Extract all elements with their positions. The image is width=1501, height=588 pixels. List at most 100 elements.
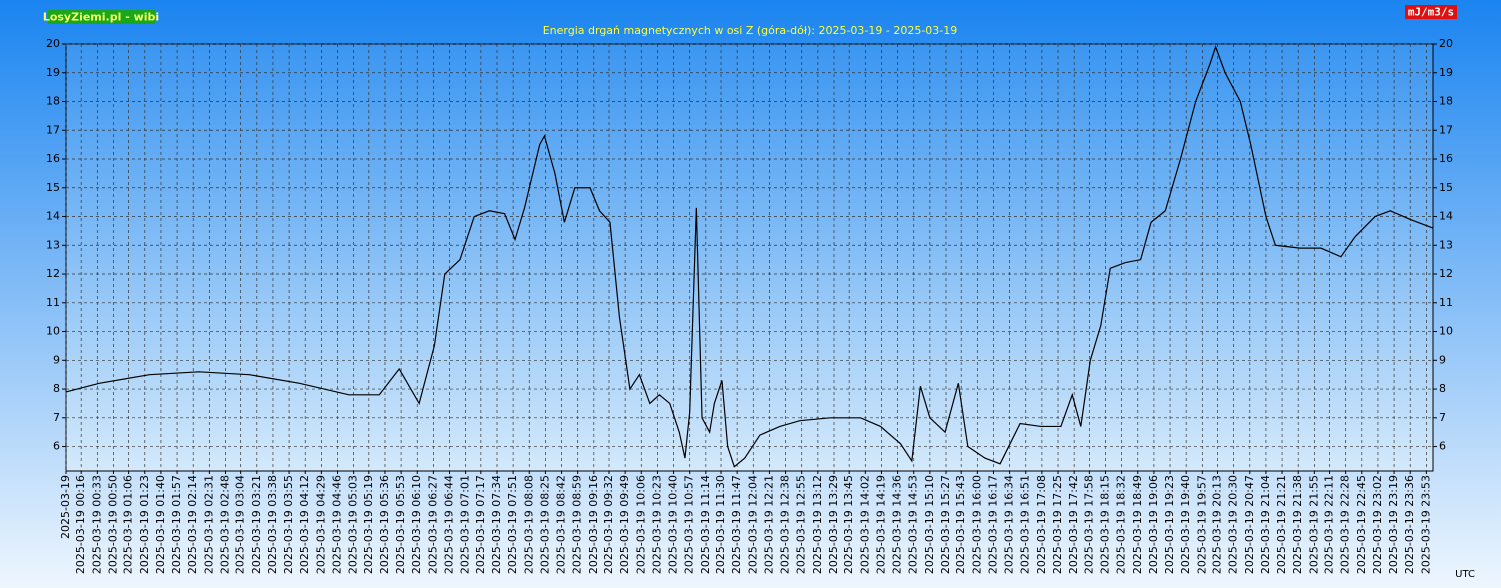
x-tick-label: 2025-03-19 01:23: [138, 475, 151, 574]
x-tick-label: 2025-03-19 07:01: [459, 475, 472, 574]
x-tick-label: 2025-03-19 11:47: [730, 475, 743, 574]
x-tick-label: 2025-03-19 22:45: [1355, 475, 1368, 574]
x-tick-label: 2025-03-19 03:38: [266, 475, 279, 574]
x-tick-label: 2025-03-19 09:49: [618, 475, 631, 574]
x-tick-label: 2025-03-19 15:43: [954, 475, 967, 574]
x-tick-label: 2025-03-19 11:14: [699, 475, 712, 574]
data-line: [65, 45, 1434, 468]
y2-tick-label: 11: [1439, 296, 1453, 309]
x-tick-label: 2025-03-19 18:49: [1131, 475, 1144, 574]
x-tick-label: 2025-03-19 22:11: [1323, 475, 1336, 574]
x-tick-label: 2025-03-19 14:19: [874, 475, 887, 574]
x-tick-label: 2025-03-19 03:21: [250, 475, 263, 574]
x-tick-label: 2025-03-19 20:30: [1227, 475, 1240, 574]
x-tick-label: 2025-03-19 13:12: [811, 475, 824, 574]
y2-tick-label: 8: [1439, 382, 1446, 395]
x-tick-label: 2025-03-19 04:12: [298, 475, 311, 574]
x-tick-label: 2025-03-19 04:29: [314, 475, 327, 574]
y-tick-label: 7: [53, 411, 60, 424]
x-tick-label: 2025-03-19 11:30: [714, 475, 727, 574]
y-tick-label: 12: [46, 267, 60, 280]
y2-tick-label: 14: [1439, 210, 1453, 223]
x-tick-label: 2025-03-19 16:51: [1019, 475, 1032, 574]
x-tick-label: 2025-03-19 08:42: [555, 475, 568, 574]
x-tick-label: 2025-03-19 05:53: [394, 475, 407, 574]
x-tick-label: 2025-03-19 14:36: [891, 475, 904, 574]
x-axis-label: UTC: [1455, 569, 1475, 580]
x-tick-label: 2025-03-19 21:21: [1275, 475, 1288, 574]
x-tick-label: 2025-03-19 08:08: [522, 475, 535, 574]
y2-tick-label: 18: [1439, 95, 1453, 108]
chart-title: Energia drgań magnetycznych w osi Z (gór…: [543, 24, 958, 37]
x-tick-label: 2025-03-19 23:53: [1419, 475, 1432, 574]
x-tick-label: 2025-03-19 19:23: [1163, 475, 1176, 574]
x-tick-label: 2025-03-19 08:25: [538, 475, 551, 574]
x-tick-label: 2025-03-19 13:29: [827, 475, 840, 574]
y2-tick-label: 17: [1439, 123, 1453, 136]
x-tick-label: 2025-03-19 23:36: [1403, 475, 1416, 574]
x-tick-label: 2025-03-19 07:34: [490, 475, 503, 574]
y2-tick-label: 6: [1439, 440, 1446, 453]
y-tick-label: 8: [53, 382, 60, 395]
x-tick-label: 2025-03-19 15:10: [923, 475, 936, 574]
y2-tick-label: 7: [1439, 411, 1446, 424]
x-tick-label: 2025-03-19 05:36: [378, 475, 391, 574]
x-tick-label: 2025-03-19 00:16: [74, 475, 87, 574]
y-tick-label: 17: [46, 123, 60, 136]
x-tick-label: 2025-03-19 16:34: [1003, 475, 1016, 574]
y-tick-label: 13: [46, 238, 60, 251]
x-tick-label: 2025-03-19 21:04: [1259, 475, 1272, 574]
x-tick-label: 2025-03-19 05:03: [347, 475, 360, 574]
x-tick-label: 2025-03-19 01:57: [170, 475, 183, 574]
y2-tick-label: 16: [1439, 152, 1453, 165]
y-tick-label: 15: [46, 181, 60, 194]
x-tick-label: 2025-03-19 10:06: [634, 475, 647, 574]
y2-tick-label: 19: [1439, 66, 1453, 79]
x-tick-label: 2025-03-19 09:32: [602, 475, 615, 574]
x-tick-label: 2025-03-19 02:31: [202, 475, 215, 574]
x-tick-label: 2025-03-19 14:53: [907, 475, 920, 574]
unit: mJ/m3/s: [1408, 6, 1454, 19]
x-tick-label: 2025-03-19 10:23: [650, 475, 663, 574]
x-tick-label: 2025-03-19 10:57: [683, 475, 696, 574]
x-tick-label: 2025-03-19 18:32: [1115, 475, 1128, 574]
unit-badge: [1405, 5, 1457, 19]
x-tick-label: 2025-03-19 19:06: [1147, 475, 1160, 574]
y2-tick-label: 13: [1439, 238, 1453, 251]
x-tick-label: 2025-03-19 23:19: [1387, 475, 1400, 574]
x-tick-label: 2025-03-19 06:10: [410, 475, 423, 574]
plot-area: [65, 43, 1434, 472]
brand-badge: [48, 10, 155, 24]
x-tick-label: 2025-03-19 06:44: [443, 475, 456, 574]
x-tick-label: 2025-03-19 21:55: [1307, 475, 1320, 574]
y-tick-label: 18: [46, 95, 60, 108]
y-tick-label: 19: [46, 66, 60, 79]
x-tick-label: 2025-03-19 12:38: [779, 475, 792, 574]
y-tick-label: 6: [53, 440, 60, 453]
x-tick-label: 2025-03-19 17:42: [1067, 475, 1080, 574]
x-tick-label: 2025-03-19 02:14: [186, 475, 199, 574]
x-tick-label: 2025-03-19 16:17: [986, 475, 999, 574]
x-tick-label: 2025-03-19 20:47: [1243, 475, 1256, 574]
x-tick-label: 2025-03-19 23:02: [1371, 475, 1384, 574]
y-tick-label: 20: [46, 37, 60, 50]
x-tick-label: 2025-03-19 01:40: [154, 475, 167, 574]
x-tick-label: 2025-03-19 17:58: [1082, 475, 1095, 574]
x-tick-label: 2025-03-19 21:38: [1291, 475, 1304, 574]
y-tick-label: 10: [46, 325, 60, 338]
x-tick-label: 2025-03-19 12:21: [762, 475, 775, 574]
x-tick-label: 2025-03-19 13:45: [842, 475, 855, 574]
x-tick-label: 2025-03-19 16:00: [970, 475, 983, 574]
x-tick-label: 2025-03-19 07:17: [474, 475, 487, 574]
x-tick-label: 2025-03-19 00:50: [106, 475, 119, 574]
x-tick-label: 2025-03-19 10:40: [667, 475, 680, 574]
x-tick-label: 2025-03-19 08:59: [571, 475, 584, 574]
x-tick-label: 2025-03-19 15:27: [939, 475, 952, 574]
x-tick-label: 2025-03-19 03:55: [282, 475, 295, 574]
y2-tick-label: 12: [1439, 267, 1453, 280]
x-tick-label: 2025-03-19 17:08: [1035, 475, 1048, 574]
x-tick-label: 2025-03-19 19:57: [1195, 475, 1208, 574]
x-tick-label: 2025-03-19 22:28: [1339, 475, 1352, 574]
y2-tick-label: 9: [1439, 353, 1446, 366]
